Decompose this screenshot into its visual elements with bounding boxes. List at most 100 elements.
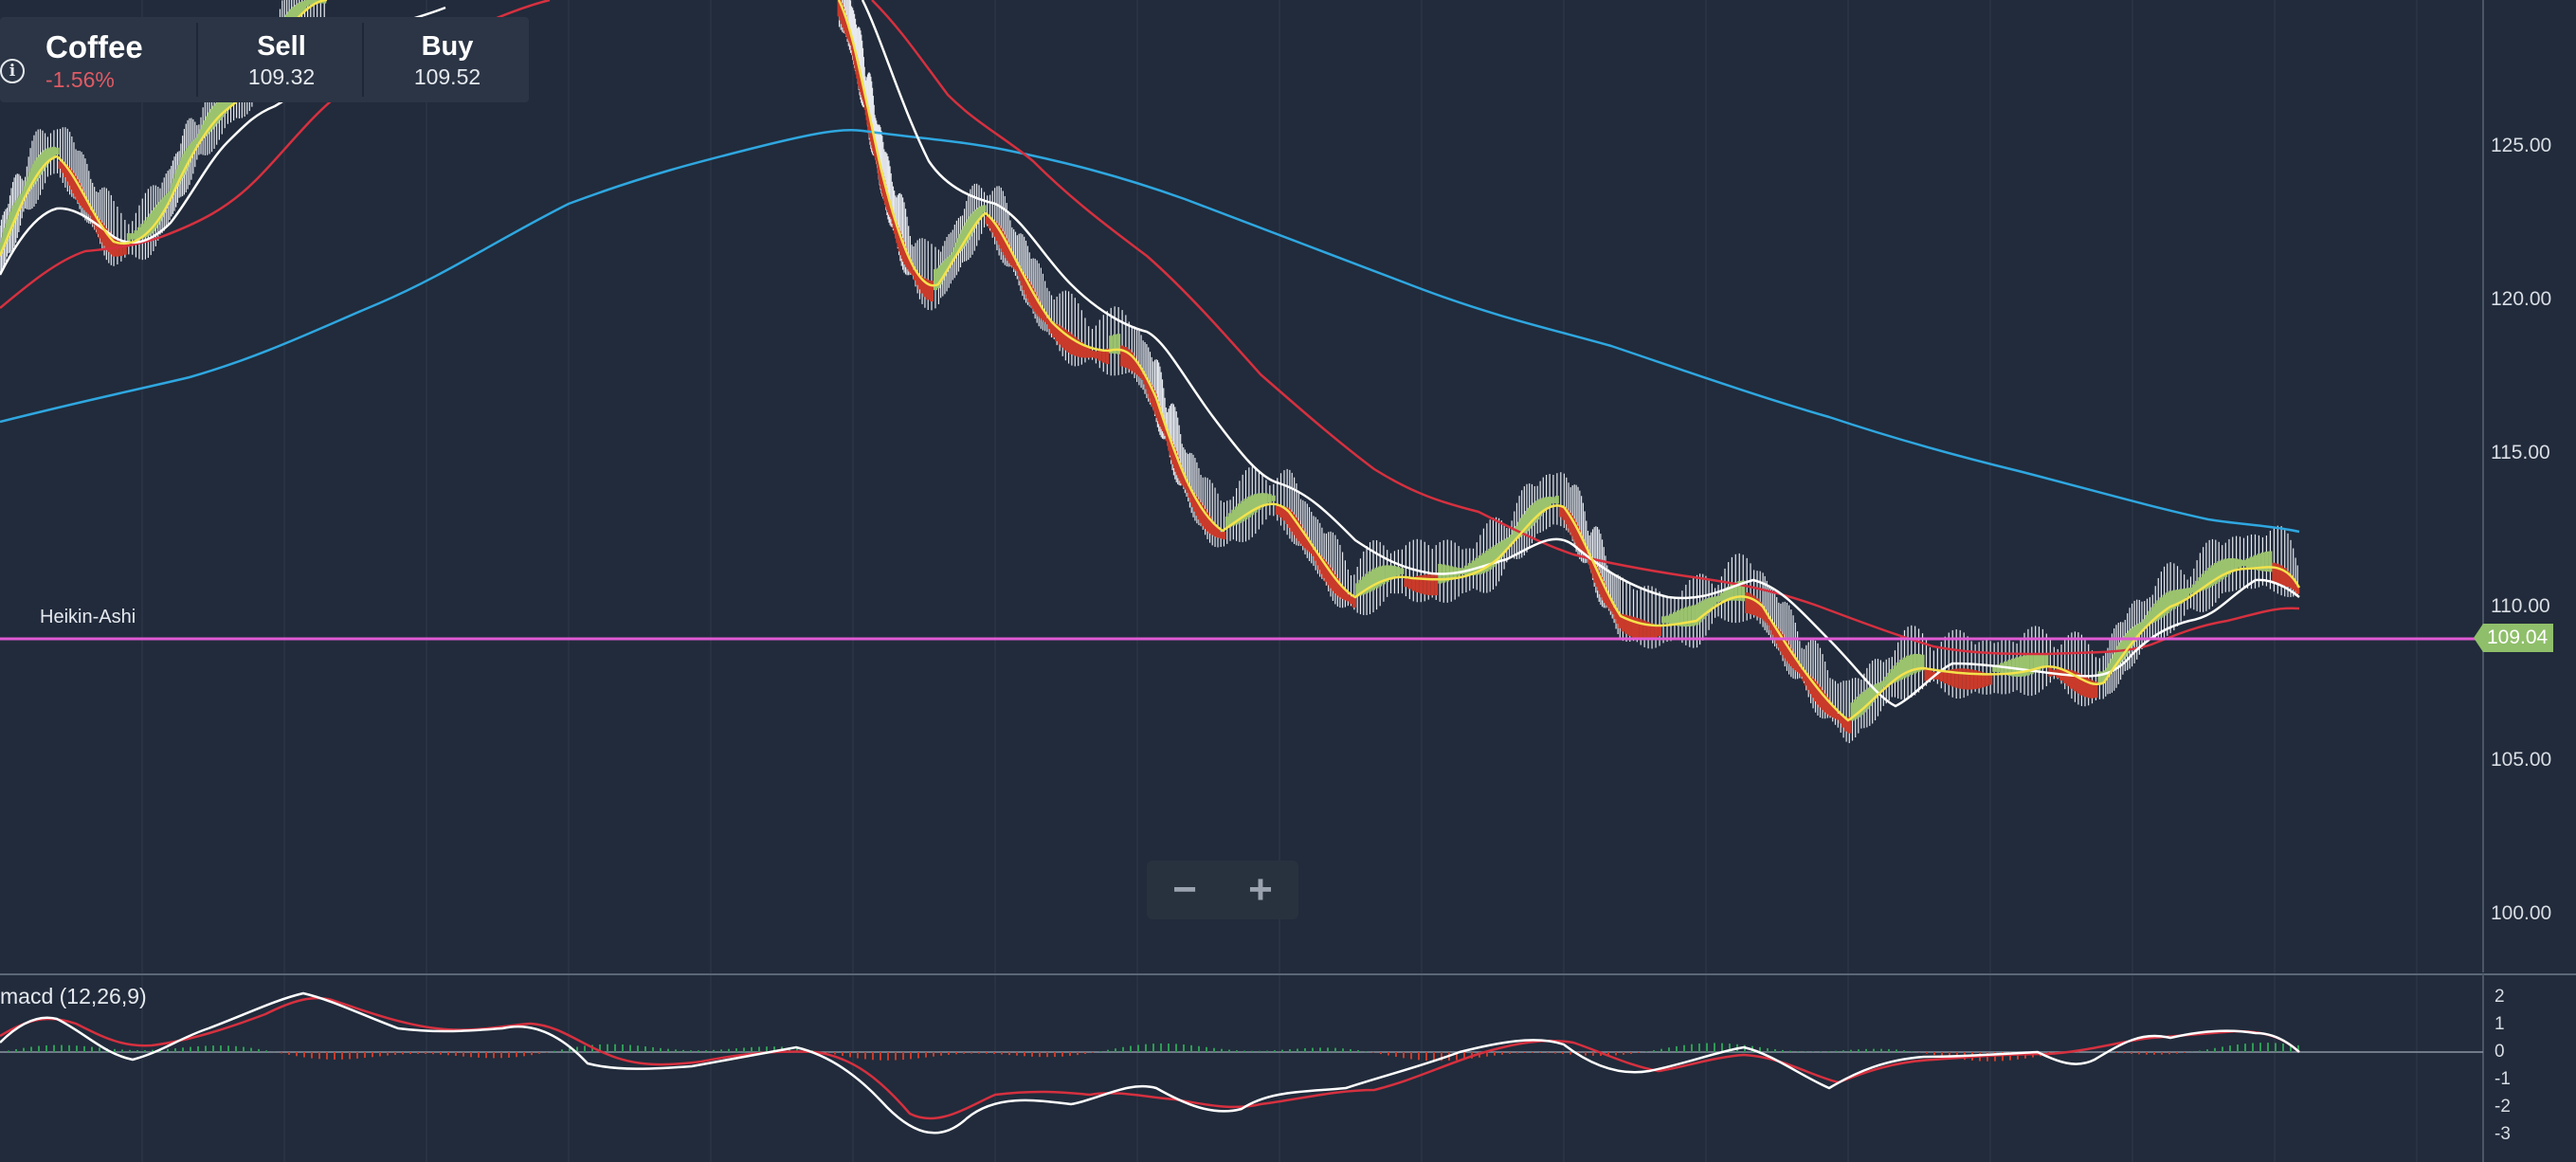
candle-body — [1745, 591, 1750, 613]
macd-bar — [212, 1045, 214, 1052]
candle-body — [1086, 347, 1091, 358]
macd-bar — [1297, 1048, 1298, 1052]
buy-button[interactable]: Buy 109.52 — [367, 30, 528, 91]
candle-body — [956, 238, 961, 254]
candle-body — [1525, 511, 1530, 532]
macd-bar — [1289, 1049, 1291, 1052]
candle-body — [2037, 653, 2041, 671]
candle-body — [157, 202, 162, 222]
sell-price: 109.32 — [247, 64, 316, 89]
candle-body — [1407, 577, 1412, 590]
zoom-in-button[interactable]: + — [1248, 866, 1273, 913]
candle-body — [1257, 493, 1261, 510]
candle-body — [2220, 559, 2224, 580]
candle-body — [1035, 296, 1040, 315]
candle-body — [1333, 574, 1337, 594]
candle-body — [1939, 671, 1944, 682]
indicator-title[interactable]: macd (12,26,9) — [0, 984, 147, 1008]
macd-bar — [766, 1046, 768, 1052]
candle-body — [1434, 574, 1439, 596]
candle-body — [34, 160, 39, 182]
candle-body — [2210, 565, 2215, 587]
candle-body — [2125, 632, 2130, 654]
macd-bar — [1016, 1052, 1018, 1056]
macd-tick: -3 — [2494, 1124, 2511, 1144]
macd-bar — [1266, 1050, 1268, 1052]
macd-bar — [2206, 1049, 2208, 1052]
candle-body — [1635, 617, 1640, 639]
candle-body — [982, 205, 987, 212]
macd-bar — [864, 1052, 866, 1060]
candle-body — [1996, 664, 2001, 673]
macd-bar — [902, 1052, 904, 1061]
info-icon[interactable]: i — [0, 59, 25, 83]
ma-long-line — [0, 128, 2300, 534]
macd-bar — [705, 1050, 707, 1052]
candle-body — [2029, 654, 2034, 675]
macd-bar — [2184, 1052, 2186, 1053]
candle-body — [933, 269, 937, 291]
candle-body — [920, 276, 925, 294]
macd-bar — [2259, 1043, 2261, 1052]
candle-body — [1896, 662, 1900, 681]
macd-bar — [993, 1052, 995, 1055]
macd-bar — [144, 1049, 146, 1052]
candle-body — [1661, 616, 1666, 624]
macd-bar — [910, 1052, 912, 1060]
candle-body — [67, 168, 72, 186]
macd-bar — [281, 1052, 282, 1054]
sell-button[interactable]: Sell 109.32 — [201, 30, 362, 91]
macd-bar — [1122, 1046, 1124, 1052]
candle-body — [1806, 674, 1811, 690]
candle-body — [2286, 571, 2291, 587]
candle-body — [1755, 598, 1760, 617]
candle-body — [214, 102, 219, 124]
candle-body — [209, 108, 214, 130]
macd-bar — [463, 1052, 464, 1057]
macd-bar — [1554, 1052, 1556, 1054]
candle-body — [922, 278, 927, 298]
macd-bar — [1061, 1052, 1063, 1057]
macd-bar — [1054, 1052, 1056, 1058]
candle-body — [1654, 625, 1659, 638]
candles — [0, 0, 2300, 744]
macd-bar — [553, 1050, 555, 1052]
candle-body — [1222, 531, 1226, 540]
candle-body — [1830, 705, 1835, 717]
candle-body — [2025, 654, 2030, 676]
candle-body — [1069, 334, 1074, 354]
macd-bar — [531, 1052, 533, 1056]
macd-bar — [1350, 1048, 1351, 1052]
candle-body — [1120, 345, 1125, 367]
candle-body — [69, 170, 74, 191]
candle-body — [1388, 565, 1393, 580]
instrument-name: Coffee — [45, 29, 143, 64]
candle-body — [2217, 561, 2222, 582]
macd-bar — [190, 1046, 191, 1052]
candle-body — [1250, 495, 1255, 516]
macd-bar — [1077, 1052, 1079, 1056]
candle-body — [952, 247, 957, 258]
candle-body — [1047, 319, 1052, 330]
macd-bar — [379, 1052, 381, 1057]
macd-bar — [622, 1044, 624, 1052]
candle-body — [1642, 620, 1647, 640]
candle-body — [51, 146, 56, 157]
zoom-out-button[interactable]: − — [1172, 866, 1197, 913]
macd-bar — [1001, 1052, 1003, 1055]
candle-body — [2082, 676, 2087, 698]
price-tick: 125.00 — [2491, 135, 2552, 156]
candle-body — [2188, 587, 2193, 594]
candle-body — [1237, 503, 1242, 523]
candle-body — [1522, 514, 1527, 534]
macd-signal-line — [0, 996, 2300, 1120]
macd-bar — [1190, 1044, 1192, 1052]
macd-bar — [372, 1052, 373, 1058]
macd-bar — [1008, 1052, 1010, 1056]
candle-body — [1884, 677, 1889, 686]
candle-body — [1676, 609, 1680, 626]
candle-body — [205, 116, 209, 135]
candle-body — [1225, 517, 1229, 528]
